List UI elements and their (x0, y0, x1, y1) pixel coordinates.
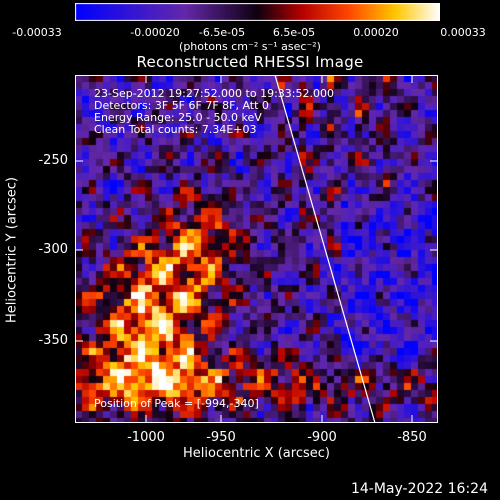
colorbar (75, 3, 440, 21)
colorbar-units: (photons cm⁻² s⁻¹ asec⁻²) (179, 40, 321, 53)
colorbar-tick: 6.5e-05 (272, 26, 316, 39)
x-tick-marks (145, 75, 413, 423)
colorbar-tick: -0.00033 (12, 26, 62, 39)
x-axis-label: Heliocentric X (arcsec) (183, 446, 330, 461)
x-tick-label: -950 (206, 430, 236, 445)
colorbar-tick: 0.00020 (353, 26, 399, 39)
y-tick-label: -300 (38, 242, 68, 257)
y-tick-marks (75, 160, 438, 342)
solar-limb-line (274, 75, 376, 423)
x-tick-label: -900 (307, 430, 337, 445)
colorbar-tick: -0.00020 (130, 26, 180, 39)
info-time-range: 23-Sep-2012 19:27:52.000 to 19:33:52.000 (94, 87, 334, 100)
plot-area (75, 75, 438, 423)
y-tick-label: -350 (38, 333, 68, 348)
y-axis-label: Heliocentric Y (arcsec) (4, 177, 20, 323)
y-tick-label: -250 (38, 153, 68, 168)
plot-overlay (75, 75, 438, 423)
colorbar-tick: 0.00033 (440, 26, 486, 39)
heatmap-image (75, 75, 438, 423)
plot-frame (75, 75, 438, 423)
image-title: Reconstructed RHESSI Image (136, 53, 364, 71)
timestamp: 14-May-2022 16:24 (350, 481, 488, 497)
info-energy: Energy Range: 25.0 - 50.0 keV (94, 111, 262, 124)
colorbar-tick: -6.5e-05 (198, 26, 246, 39)
info-peak-position: Position of Peak = [-994,-340] (94, 397, 259, 410)
info-detectors: Detectors: 3F 5F 6F 7F 8F, Att 0 (94, 99, 269, 112)
info-method: Clean Total counts: 7.34E+03 (94, 123, 257, 136)
x-tick-label: -850 (397, 430, 427, 445)
x-tick-label: -1000 (127, 430, 165, 445)
